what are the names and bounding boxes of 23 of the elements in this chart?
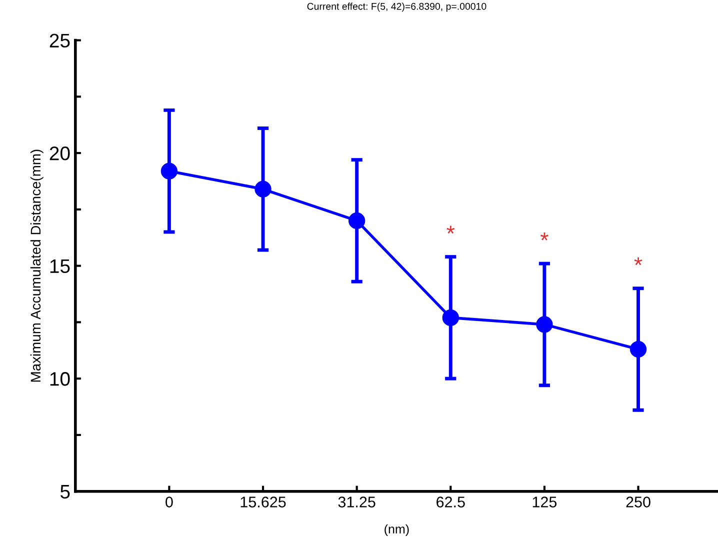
annotation: * (446, 226, 455, 234)
y-axis-title: Maximum Accumulated Distance(mm) (30, 150, 44, 382)
x-tick-label: 125 (532, 496, 557, 508)
point (630, 340, 647, 358)
annotation: * (634, 257, 642, 266)
x-tick-label: 62.5 (436, 496, 465, 508)
point (160, 162, 178, 180)
x-tick-label: 0 (166, 496, 173, 508)
chart-title: Current effect: F(5, 42)=6.8390, p=.00010 (307, 2, 486, 12)
y-tick-label: 10 (50, 372, 70, 386)
point (254, 180, 272, 198)
y-tick-label: 5 (60, 485, 70, 499)
y-tick-label: 20 (50, 146, 70, 160)
point (536, 316, 553, 333)
y-tick-label: 15 (50, 259, 70, 274)
point (442, 309, 459, 326)
x-axis-title: (nm) (384, 524, 409, 536)
y-tick-label: 25 (50, 34, 70, 48)
x-tick-label: 15.625 (240, 496, 286, 508)
point (348, 212, 366, 230)
x-tick-label: 31.25 (338, 496, 376, 508)
x-tick-label: 250 (626, 496, 650, 508)
annotation: * (540, 232, 548, 240)
